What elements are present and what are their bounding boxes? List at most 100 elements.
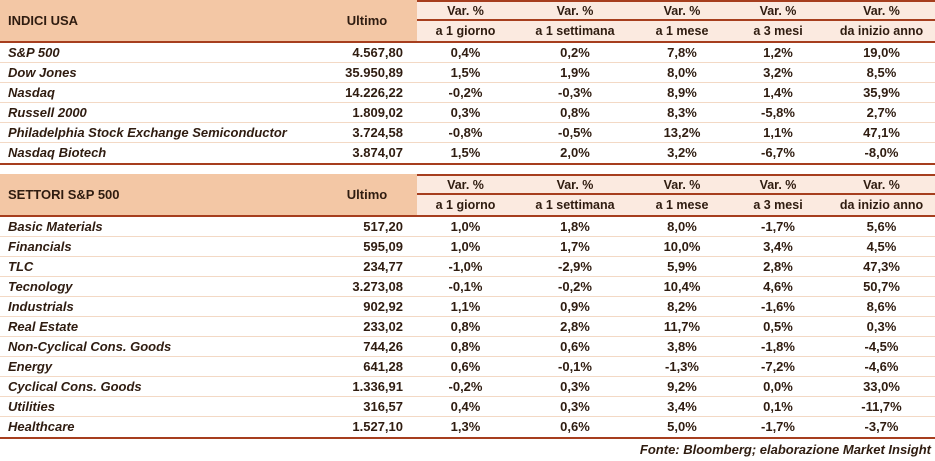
table-row: Real Estate 233,02 0,8% 2,8% 11,7% 0,5% 0,3% xyxy=(0,317,935,337)
row-label: TLC xyxy=(8,259,34,274)
ultimo-value: 4.567,80 xyxy=(352,45,403,60)
ultimo-value: 234,77 xyxy=(363,259,403,274)
ultimo-value: 744,26 xyxy=(363,339,403,354)
var-value: 47,3% xyxy=(863,259,900,274)
row-label: Dow Jones xyxy=(8,65,77,80)
table-row: Financials 595,09 1,0% 1,7% 10,0% 3,4% 4,5% xyxy=(0,237,935,257)
table-row: Basic Materials 517,20 1,0% 1,8% 8,0% -1,7% 5,… xyxy=(0,217,935,237)
table-body: Basic Materials 517,20 1,0% 1,8% 8,0% -1,7% 5,… xyxy=(0,217,935,437)
var-value: -1,8% xyxy=(761,339,795,354)
var-value: 1,5% xyxy=(450,65,481,80)
var-period: da inizio anno xyxy=(839,24,924,38)
ultimo-value: 1.336,91 xyxy=(352,379,403,394)
var-value: 10,0% xyxy=(663,239,701,254)
ultimo-value: 14.226,22 xyxy=(345,85,403,100)
col-header-var-1-giorno: Var. % a 1 giorno xyxy=(417,174,514,215)
var-value: -0,3% xyxy=(558,85,592,100)
table-row: Nasdaq 14.226,22 -0,2% -0,3% 8,9% 1,4% 35,9% xyxy=(0,83,935,103)
table-row: S&P 500 4.567,80 0,4% 0,2% 7,8% 1,2% 19,0% xyxy=(0,43,935,63)
var-value: 47,1% xyxy=(863,125,900,140)
row-label: Nasdaq Biotech xyxy=(8,145,107,160)
table-header: INDICI USA Ultimo Var. % a 1 giorno Var.… xyxy=(0,0,935,43)
var-period: a 1 mese xyxy=(655,24,709,38)
var-value: 4,5% xyxy=(866,239,897,254)
var-period: a 1 giorno xyxy=(435,198,496,212)
var-value: 1,7% xyxy=(560,239,590,254)
table-row: Russell 2000 1.809,02 0,3% 0,8% 8,3% -5,8% 2,7… xyxy=(0,103,935,123)
var-value: -11,7% xyxy=(861,399,902,414)
var-value: 0,5% xyxy=(763,319,793,334)
row-label: S&P 500 xyxy=(8,45,60,60)
row-label: Healthcare xyxy=(8,419,75,434)
table-row: Tecnology 3.273,08 -0,1% -0,2% 10,4% 4,6% 50,7… xyxy=(0,277,935,297)
var-value: 0,4% xyxy=(450,45,481,60)
var-value: 1,1% xyxy=(763,125,793,140)
col-header-var-3-mesi: Var. % a 3 mesi xyxy=(728,174,828,215)
table-row: TLC 234,77 -1,0% -2,9% 5,9% 2,8% 47,3% xyxy=(0,257,935,277)
ultimo-value: 233,02 xyxy=(363,319,403,334)
ultimo-value: 316,57 xyxy=(363,399,403,414)
var-value: 1,1% xyxy=(450,299,481,314)
var-value: 0,1% xyxy=(763,399,793,414)
var-value: 33,0% xyxy=(863,379,900,394)
row-label: Philadelphia Stock Exchange Semiconducto… xyxy=(8,125,287,140)
col-header-ultimo: Ultimo xyxy=(317,0,417,41)
var-value: -1,7% xyxy=(761,419,795,434)
var-value: 3,4% xyxy=(667,399,697,414)
var-period: a 1 mese xyxy=(655,198,709,212)
var-label: Var. % xyxy=(828,176,935,195)
var-value: -1,7% xyxy=(761,219,795,234)
var-value: 2,8% xyxy=(763,259,793,274)
row-label: Financials xyxy=(8,239,72,254)
var-value: 0,0% xyxy=(763,379,793,394)
var-value: 1,2% xyxy=(763,45,793,60)
table-row: Dow Jones 35.950,89 1,5% 1,9% 8,0% 3,2% 8,5% xyxy=(0,63,935,83)
var-period: a 1 settimana xyxy=(535,198,615,212)
var-value: -0,8% xyxy=(448,125,483,140)
ultimo-value: 595,09 xyxy=(363,239,403,254)
var-value: 8,2% xyxy=(667,299,697,314)
var-value: -0,2% xyxy=(558,279,592,294)
var-value: -4,5% xyxy=(864,339,899,354)
var-value: 13,2% xyxy=(663,125,701,140)
var-label: Var. % xyxy=(728,176,828,195)
col-header-var-1-mese: Var. % a 1 mese xyxy=(636,0,728,41)
row-label: Non-Cyclical Cons. Goods xyxy=(8,339,172,354)
table-row: Industrials 902,92 1,1% 0,9% 8,2% -1,6% 8,6% xyxy=(0,297,935,317)
var-value: 1,0% xyxy=(450,239,481,254)
var-value: 0,2% xyxy=(560,45,590,60)
var-value: -4,6% xyxy=(864,359,899,374)
var-value: 1,0% xyxy=(450,219,481,234)
var-value: -7,2% xyxy=(761,359,795,374)
var-value: 5,6% xyxy=(866,219,897,234)
row-label: Real Estate xyxy=(8,319,79,334)
var-value: 3,2% xyxy=(667,145,697,160)
var-value: -3,7% xyxy=(864,419,899,434)
table-row: Cyclical Cons. Goods 1.336,91 -0,2% 0,3% 9,2… xyxy=(0,377,935,397)
col-header-var-3-mesi: Var. % a 3 mesi xyxy=(728,0,828,41)
table-row: Philadelphia Stock Exchange Semiconducto… xyxy=(0,123,935,143)
col-header-var-1-settimana: Var. % a 1 settimana xyxy=(514,174,636,215)
var-value: 8,0% xyxy=(667,65,697,80)
var-value: 0,3% xyxy=(866,319,897,334)
var-value: 9,2% xyxy=(667,379,697,394)
var-value: 8,0% xyxy=(667,219,697,234)
var-value: -0,1% xyxy=(448,279,483,294)
var-value: 1,3% xyxy=(450,419,481,434)
var-value: 8,9% xyxy=(667,85,697,100)
var-label: Var. % xyxy=(417,2,514,21)
var-value: 0,3% xyxy=(450,105,481,120)
var-value: 8,3% xyxy=(667,105,697,120)
var-value: 1,8% xyxy=(560,219,590,234)
var-period: a 3 mesi xyxy=(753,198,803,212)
var-value: 0,8% xyxy=(450,319,481,334)
row-label: Tecnology xyxy=(8,279,73,294)
var-value: 11,7% xyxy=(663,319,701,334)
var-value: 1,4% xyxy=(763,85,793,100)
row-label: Utilities xyxy=(8,399,55,414)
var-label: Var. % xyxy=(514,176,636,195)
col-header-var-1-settimana: Var. % a 1 settimana xyxy=(514,0,636,41)
indici-usa-table: INDICI USA Ultimo Var. % a 1 giorno Var.… xyxy=(0,0,935,165)
row-label: Basic Materials xyxy=(8,219,103,234)
